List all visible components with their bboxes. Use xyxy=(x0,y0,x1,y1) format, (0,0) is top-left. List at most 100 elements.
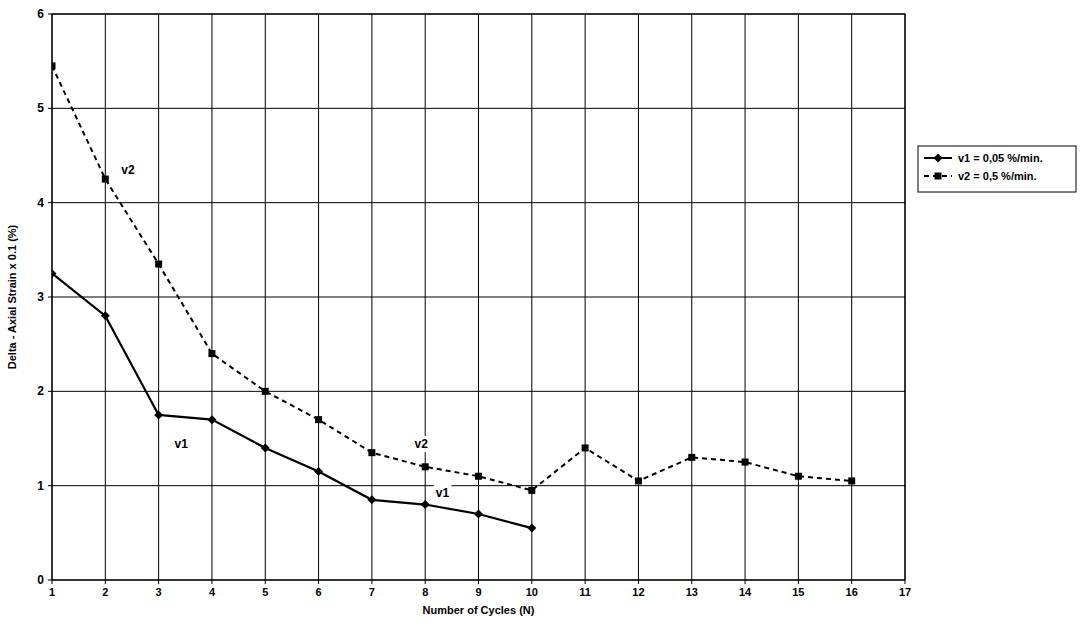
tick xyxy=(48,202,52,203)
tick-label: 3 xyxy=(156,586,162,598)
tick xyxy=(531,580,532,584)
tick-label: 6 xyxy=(37,7,44,21)
data-point xyxy=(52,269,57,278)
tick-label: 3 xyxy=(37,290,44,304)
data-point xyxy=(475,473,482,480)
tick-label: 4 xyxy=(37,196,44,210)
data-point xyxy=(421,500,430,509)
tick-label: 1 xyxy=(37,479,44,493)
annotation: v1 xyxy=(436,486,450,500)
grid-line xyxy=(52,391,905,392)
data-point xyxy=(101,311,110,320)
tick-label: 13 xyxy=(686,586,698,598)
annotation: v2 xyxy=(415,437,429,451)
tick-label: 2 xyxy=(37,384,44,398)
data-point xyxy=(742,459,749,466)
tick xyxy=(905,580,906,584)
data-point xyxy=(848,477,855,484)
data-point xyxy=(314,467,323,476)
tick-label: 17 xyxy=(899,586,911,598)
data-point xyxy=(635,477,642,484)
tick xyxy=(211,580,212,584)
tick-label: 14 xyxy=(739,586,752,598)
tick-label: 10 xyxy=(526,586,538,598)
data-point xyxy=(262,388,269,395)
tick xyxy=(105,580,106,584)
tick xyxy=(48,297,52,298)
data-point xyxy=(368,449,375,456)
data-point xyxy=(528,487,535,494)
data-point xyxy=(582,444,589,451)
data-point xyxy=(315,416,322,423)
x-axis-title: Number of Cycles (N) xyxy=(423,604,535,616)
data-point xyxy=(155,260,162,267)
legend-box xyxy=(918,146,1076,192)
data-point xyxy=(367,495,376,504)
grid-line xyxy=(52,485,905,486)
tick-label: 1 xyxy=(49,586,55,598)
grid-line xyxy=(52,297,905,298)
tick xyxy=(48,108,52,109)
chart: 12345678910111213141516170123456Number o… xyxy=(0,0,1082,623)
grid-line xyxy=(52,108,905,109)
label-patch xyxy=(434,485,452,501)
data-point xyxy=(527,524,536,533)
grid-line xyxy=(52,202,905,203)
data-point xyxy=(207,415,216,424)
tick xyxy=(585,580,586,584)
y-axis-title: Delta - Axial Strain x 0.1 (%) xyxy=(6,224,18,369)
tick-label: 7 xyxy=(369,586,375,598)
tick-label: 8 xyxy=(422,586,428,598)
series-line xyxy=(52,66,852,491)
tick-label: 5 xyxy=(262,586,268,598)
tick-label: 9 xyxy=(475,586,481,598)
tick xyxy=(158,580,159,584)
legend-marker xyxy=(934,154,943,163)
tick xyxy=(371,580,372,584)
plot-area xyxy=(52,62,855,532)
tick xyxy=(638,580,639,584)
legend: v1 = 0,05 %/min. v2 = 0,5 %/min. xyxy=(918,146,1076,192)
data-point xyxy=(208,350,215,357)
tick-label: 15 xyxy=(792,586,804,598)
series-line xyxy=(52,273,532,528)
tick-label: 2 xyxy=(102,586,108,598)
tick-label: 0 xyxy=(37,573,44,587)
label-patch xyxy=(413,436,431,452)
tick xyxy=(425,580,426,584)
label-patch xyxy=(119,162,137,178)
legend-label: v2 = 0,5 %/min. xyxy=(958,170,1037,182)
annotation: v1 xyxy=(175,437,189,451)
tick xyxy=(851,580,852,584)
tick xyxy=(265,580,266,584)
data-point xyxy=(102,176,109,183)
legend-marker xyxy=(935,173,942,180)
tick xyxy=(48,485,52,486)
tick xyxy=(52,580,53,584)
tick-label: 11 xyxy=(579,586,591,598)
tick-label: 6 xyxy=(316,586,322,598)
tick xyxy=(478,580,479,584)
annotation: v2 xyxy=(121,163,135,177)
data-point xyxy=(795,473,802,480)
legend-label: v1 = 0,05 %/min. xyxy=(958,152,1043,164)
tick-label: 5 xyxy=(37,101,44,115)
tick xyxy=(48,391,52,392)
data-point xyxy=(422,463,429,470)
data-point xyxy=(688,454,695,461)
plot-frame xyxy=(52,14,905,580)
data-point xyxy=(474,509,483,518)
tick xyxy=(48,580,52,581)
data-point xyxy=(261,443,270,452)
tick xyxy=(318,580,319,584)
tick xyxy=(48,14,52,15)
tick xyxy=(798,580,799,584)
tick-label: 12 xyxy=(632,586,644,598)
tick-label: 16 xyxy=(846,586,858,598)
data-point xyxy=(52,62,56,69)
tick-label: 4 xyxy=(209,586,216,598)
data-point xyxy=(154,410,163,419)
tick xyxy=(691,580,692,584)
label-patch xyxy=(173,436,191,452)
tick xyxy=(745,580,746,584)
